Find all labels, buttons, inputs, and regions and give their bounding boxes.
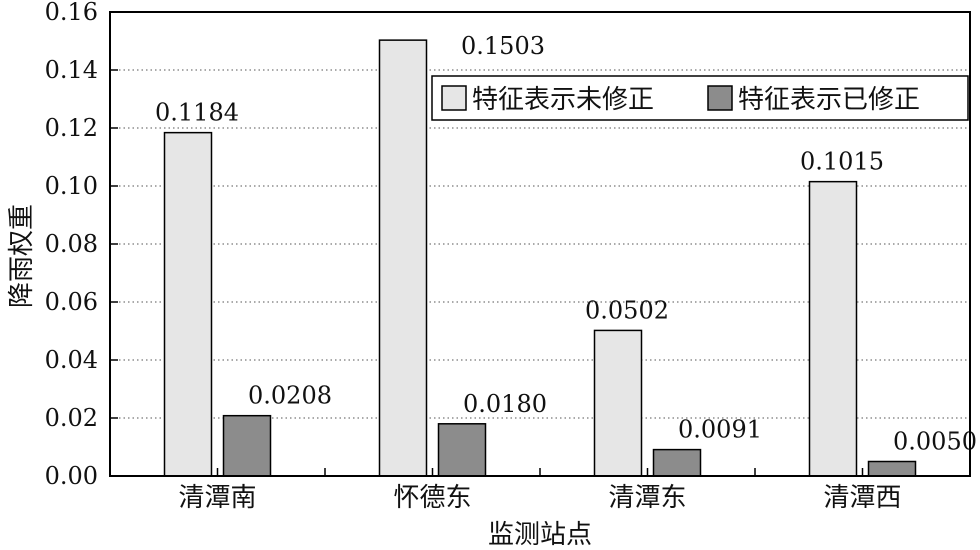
bars <box>163 39 917 477</box>
data-label: 0.0091 <box>678 416 762 444</box>
data-label: 0.1015 <box>800 148 884 176</box>
data-label: 0.0050 <box>893 428 977 456</box>
y-tick-label: 0.16 <box>45 0 98 26</box>
y-tick-label: 0.06 <box>45 288 98 316</box>
data-label: 0.0502 <box>585 296 669 324</box>
bar-corrected <box>222 414 272 477</box>
data-label: 0.0208 <box>248 382 332 410</box>
bar-uncorrected <box>378 39 428 477</box>
y-tick-label: 0.00 <box>45 462 98 490</box>
bar-uncorrected <box>593 329 643 477</box>
data-labels: 0.1184 0.0208 0.1503 0.0180 0.0502 0.0091 0.10… <box>155 32 977 455</box>
x-category-label: 清潭西 <box>823 483 901 513</box>
y-tick-label: 0.02 <box>45 404 98 432</box>
bar-corrected <box>437 423 487 477</box>
x-axis-title: 监测站点 <box>488 520 592 550</box>
legend-label-corrected: 特征表示已修正 <box>738 85 920 115</box>
bar-corrected <box>652 448 702 477</box>
bar-corrected <box>867 460 917 477</box>
data-label: 0.1184 <box>155 99 239 127</box>
data-label: 0.1503 <box>461 32 545 60</box>
y-tick-label: 0.14 <box>45 56 98 84</box>
y-tick-label: 0.04 <box>45 346 98 374</box>
x-category-label: 清潭南 <box>178 483 256 513</box>
x-axis-categories: 清潭南 怀德东 清潭东 清潭西 <box>178 468 902 513</box>
legend: 特征表示未修正 特征表示已修正 <box>431 75 969 121</box>
y-tick-label: 0.12 <box>45 114 98 142</box>
legend-label-uncorrected: 特征表示未修正 <box>472 85 654 115</box>
y-axis-title: 降雨权重 <box>7 204 37 308</box>
y-tick-label: 0.10 <box>45 172 98 200</box>
x-category-label: 清潭东 <box>608 483 686 513</box>
legend-swatch-corrected <box>707 85 733 111</box>
y-axis-ticks: 0.00 0.02 0.04 0.06 0.08 0.10 0.12 0.14 0.16 <box>45 0 118 490</box>
legend-swatch-uncorrected <box>441 85 467 111</box>
x-category-label: 怀德东 <box>393 483 471 513</box>
bar-uncorrected <box>163 131 213 477</box>
bar-uncorrected <box>808 180 858 477</box>
data-label: 0.0180 <box>463 390 547 418</box>
legend-box <box>431 75 969 121</box>
y-tick-label: 0.08 <box>45 230 98 258</box>
